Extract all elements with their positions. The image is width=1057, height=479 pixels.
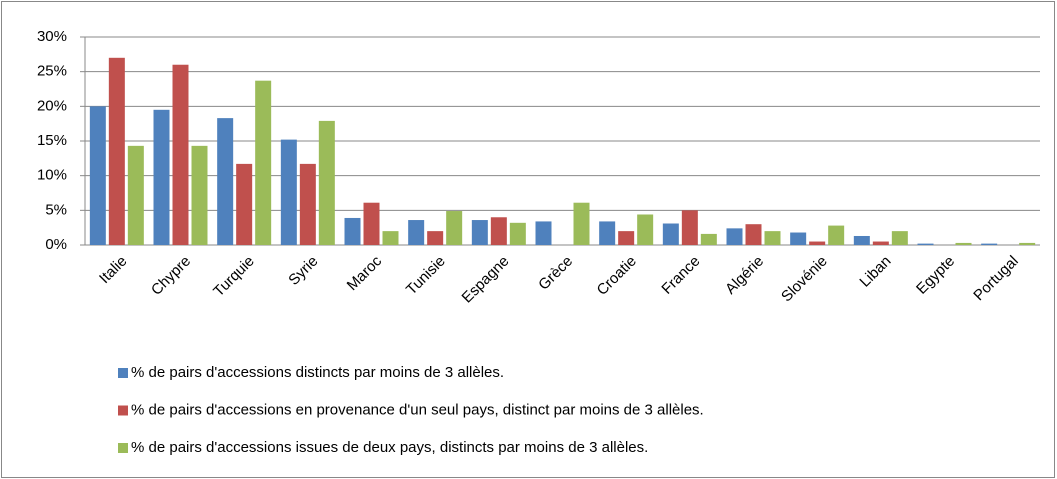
- bar: [382, 231, 399, 245]
- bar: [637, 214, 654, 245]
- legend-swatch: [118, 443, 128, 453]
- y-tick-label: 15%: [37, 132, 67, 149]
- bar: [700, 233, 717, 245]
- bar: [764, 231, 781, 245]
- bar: [809, 241, 826, 245]
- bar: [191, 145, 208, 245]
- bar: [618, 231, 635, 245]
- y-tick-label: 10%: [37, 167, 67, 184]
- bar: [299, 163, 316, 245]
- bar: [363, 202, 380, 245]
- bar: [535, 221, 552, 245]
- bar: [446, 211, 463, 245]
- bar: [1019, 242, 1036, 245]
- bar: [217, 118, 234, 245]
- bar: [662, 223, 679, 245]
- bar: [745, 224, 762, 245]
- legend-swatch: [118, 368, 128, 378]
- bar: [872, 241, 889, 245]
- bar: [573, 202, 590, 245]
- bar: [599, 221, 616, 245]
- bar: [172, 64, 189, 245]
- y-tick-label: 25%: [37, 63, 67, 80]
- bar: [108, 57, 125, 245]
- legend-label: % de pairs d'accessions en provenance d'…: [131, 401, 704, 418]
- bar: [280, 139, 297, 245]
- bar: [509, 222, 526, 245]
- legend-swatch: [118, 405, 128, 416]
- bar: [917, 243, 934, 245]
- bar: [408, 220, 425, 245]
- bar: [853, 235, 870, 245]
- y-tick-label: 0%: [45, 236, 67, 253]
- bar: [89, 106, 106, 245]
- bar: [828, 225, 845, 245]
- bar: [236, 163, 253, 245]
- bar: [427, 231, 444, 245]
- bar: [127, 145, 144, 245]
- bar: [891, 231, 908, 245]
- bar: [790, 232, 807, 245]
- y-tick-label: 5%: [45, 201, 67, 218]
- legend-label: % de pairs d'accessions issues de deux p…: [131, 439, 648, 456]
- bar: [726, 228, 743, 245]
- bar: [955, 242, 972, 245]
- bar: [318, 120, 335, 245]
- bar: [490, 217, 507, 245]
- bar: [255, 80, 272, 246]
- bar: [153, 109, 170, 245]
- bar: [981, 243, 998, 245]
- y-tick-label: 20%: [37, 97, 67, 114]
- bar: [471, 220, 488, 245]
- bar: [681, 210, 698, 245]
- legend-label: % de pairs d'accessions distincts par mo…: [131, 364, 504, 381]
- bar: [344, 217, 361, 245]
- y-tick-label: 30%: [37, 28, 67, 45]
